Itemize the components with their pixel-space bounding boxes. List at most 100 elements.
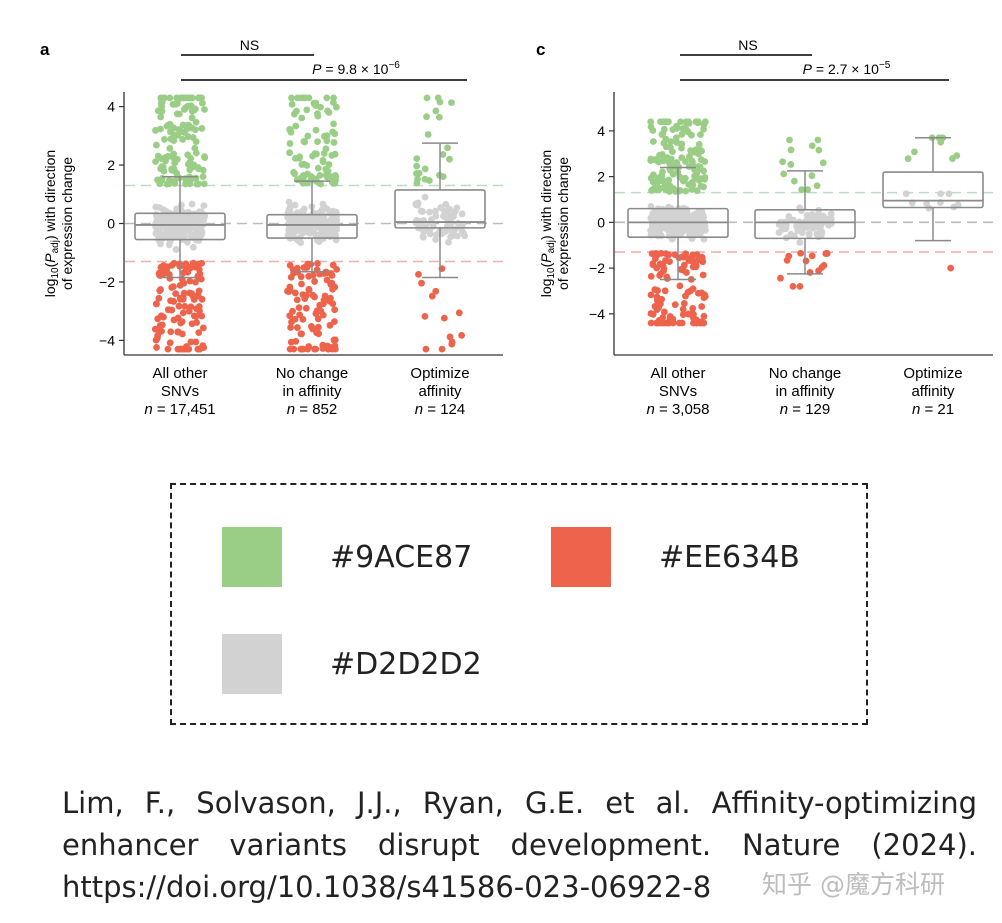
data-point-red	[295, 304, 303, 312]
data-point-red	[330, 336, 338, 344]
data-point-green	[682, 158, 689, 165]
category-label-line1: No change	[276, 365, 349, 382]
data-point-gray	[689, 222, 696, 230]
category-group	[394, 94, 486, 353]
data-point-gray	[300, 214, 308, 221]
data-point-red	[947, 264, 955, 272]
data-point-gray	[300, 207, 307, 215]
data-point-green	[295, 154, 303, 162]
data-point-green	[444, 144, 451, 152]
data-point-red	[193, 319, 200, 326]
data-point-red	[180, 289, 188, 297]
data-point-green	[188, 114, 196, 122]
legend-label-red: #EE634B	[659, 539, 800, 575]
data-point-green	[191, 144, 199, 152]
data-point-green	[186, 94, 194, 102]
box-iqr	[754, 208, 856, 240]
data-point-green	[153, 141, 160, 149]
category-n-label: n = 3,058	[647, 401, 710, 418]
data-point-red	[648, 250, 656, 258]
data-point-gray	[664, 215, 672, 223]
category-group	[882, 134, 984, 272]
data-point-gray	[172, 246, 180, 253]
data-point-green	[192, 174, 200, 182]
data-point-red	[175, 302, 183, 310]
data-point-green	[677, 118, 685, 126]
data-point-red	[155, 294, 163, 302]
data-point-gray	[676, 214, 684, 222]
data-point-green	[808, 142, 816, 150]
data-point-gray	[188, 200, 196, 208]
data-point-red	[329, 285, 336, 293]
category-label-line2: in affinity	[776, 383, 835, 400]
data-point-red	[665, 251, 673, 259]
data-point-red	[418, 279, 425, 287]
data-point-green	[780, 170, 788, 178]
data-point-green	[314, 138, 321, 146]
data-point-gray	[155, 227, 163, 235]
data-point-red	[151, 325, 159, 333]
data-point-green	[161, 135, 168, 143]
panel-letter-c: c	[536, 40, 545, 59]
data-point-gray	[647, 226, 654, 234]
data-point-red	[428, 292, 436, 300]
data-point-red	[421, 312, 429, 320]
data-point-red	[154, 315, 162, 323]
data-point-red	[660, 265, 668, 273]
data-point-green	[195, 165, 202, 173]
data-point-green	[700, 183, 707, 191]
data-point-green	[322, 171, 330, 179]
data-point-green	[157, 125, 164, 133]
data-point-green	[414, 175, 421, 183]
data-point-red	[288, 318, 295, 326]
data-point-green	[292, 122, 300, 130]
data-point-green	[286, 149, 293, 157]
data-point-gray	[657, 232, 665, 240]
data-point-green	[191, 106, 199, 114]
data-point-red	[700, 319, 708, 327]
data-point-red	[178, 345, 186, 353]
comparison-label-p: P = 9.8 × 10−6	[312, 60, 400, 77]
data-point-green	[158, 163, 166, 171]
data-point-red	[179, 309, 187, 317]
data-point-red	[298, 280, 305, 288]
data-point-red	[692, 263, 700, 271]
category-label-line1: Optimize	[903, 365, 962, 382]
category-label-line2: affinity	[911, 383, 955, 400]
data-point-gray	[656, 222, 664, 230]
data-point-green	[193, 180, 201, 188]
data-point-red	[328, 279, 336, 287]
data-point-green	[173, 100, 181, 107]
data-point-green	[421, 175, 429, 183]
data-point-green	[815, 146, 823, 154]
data-point-green	[184, 102, 192, 110]
data-point-red	[285, 288, 293, 295]
data-point-green	[911, 148, 918, 156]
data-point-green	[439, 151, 447, 158]
data-point-gray	[328, 207, 336, 215]
data-point-green	[170, 124, 178, 132]
data-point-red	[167, 328, 175, 336]
data-point-green	[808, 172, 816, 180]
data-point-green	[658, 172, 666, 180]
data-point-green	[163, 122, 171, 130]
data-point-red	[289, 307, 296, 315]
data-point-green	[647, 123, 655, 131]
data-point-gray	[426, 208, 433, 216]
data-point-red	[166, 339, 174, 347]
data-point-red	[172, 290, 180, 298]
data-point-gray	[445, 238, 452, 246]
data-point-gray	[193, 226, 201, 234]
data-point-gray	[945, 190, 953, 198]
data-point-red	[701, 291, 709, 299]
data-point-green	[201, 106, 208, 113]
data-point-red	[169, 283, 177, 291]
category-n-label: n = 129	[780, 401, 830, 418]
data-point-red	[192, 312, 200, 320]
data-point-red	[777, 274, 784, 282]
data-point-gray	[442, 200, 450, 208]
y-axis-title-line2: of expression change	[555, 157, 571, 290]
data-point-green	[686, 153, 693, 160]
data-point-green	[157, 113, 165, 121]
